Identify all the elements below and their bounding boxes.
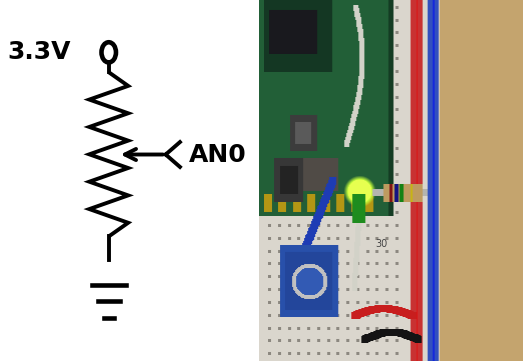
Text: 3.3V: 3.3V [8,40,71,64]
Text: 30: 30 [376,239,388,249]
Text: AN0: AN0 [189,143,247,166]
